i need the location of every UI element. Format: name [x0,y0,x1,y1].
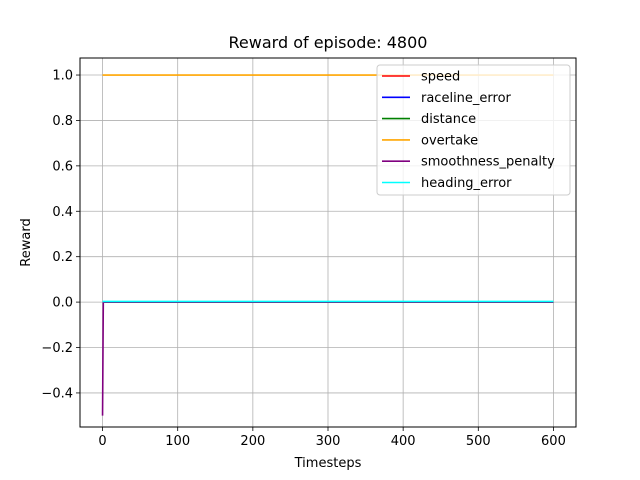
x-tick-label: 600 [541,434,566,449]
x-axis-label: Timesteps [294,456,362,471]
legend-label-distance: distance [421,112,476,127]
x-tick-label: 100 [165,434,190,449]
y-tick-label: 0.4 [52,205,73,220]
x-tick-label: 500 [466,434,491,449]
y-tick-label: 0.8 [52,114,73,129]
y-tick-label: −0.2 [41,341,73,356]
y-tick-label: 1.0 [52,69,73,84]
legend-label-speed: speed [421,70,460,85]
legend: speed raceline_error distance overtake smoot… [376,64,571,196]
axis-ticks: 0 100 200 300 400 500 600 −0.4 −0.2 0.0 0.2 0.4 0.6 0… [41,69,565,449]
y-axis-label: Reward [19,218,34,266]
x-tick-label: 400 [391,434,416,449]
chart-title: Reward of episode: 4800 [229,33,428,52]
x-tick-label: 0 [98,434,106,449]
legend-label-smoothness-penalty: smoothness_penalty [421,155,555,170]
legend-label-overtake: overtake [421,133,478,148]
y-tick-label: 0.6 [52,159,73,174]
legend-box [376,64,571,196]
x-tick-label: 200 [240,434,265,449]
y-tick-label: −0.4 [41,386,73,401]
y-tick-label: 0.0 [52,296,73,311]
legend-label-raceline-error: raceline_error [421,91,512,106]
legend-label-heading-error: heading_error [421,176,512,191]
x-tick-label: 300 [316,434,341,449]
y-tick-label: 0.2 [52,250,73,265]
